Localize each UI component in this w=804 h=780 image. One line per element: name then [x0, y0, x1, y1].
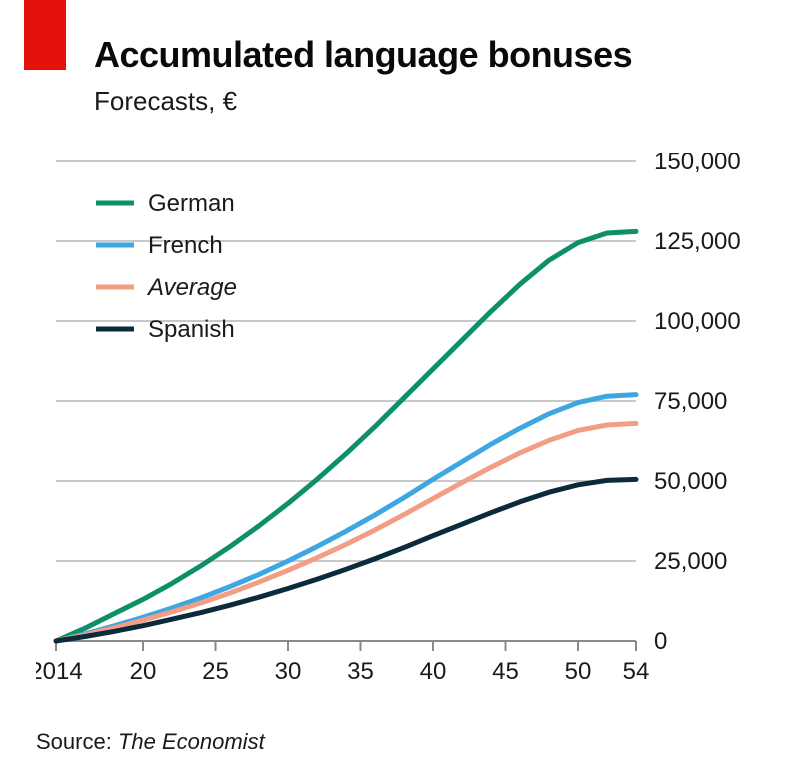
x-tick-label: 45 — [492, 658, 519, 685]
y-tick-label: 100,000 — [654, 308, 741, 335]
y-tick-label: 0 — [654, 628, 667, 655]
chart-title: Accumulated language bonuses — [94, 34, 768, 76]
economist-red-tab — [24, 0, 66, 70]
x-tick-label: 50 — [565, 658, 592, 685]
chart-area: 0 25,000 50,000 75,000 100,000 125,000 150,000… — [36, 153, 768, 713]
y-tick-label: 150,000 — [654, 153, 741, 175]
legend-label: French — [148, 232, 223, 259]
x-tick-label: 20 — [130, 658, 157, 685]
legend-item-german: German — [96, 190, 235, 217]
y-tick-label: 50,000 — [654, 468, 727, 495]
x-tick-label: 35 — [347, 658, 374, 685]
legend-item-average: Average — [96, 274, 237, 301]
y-tick-label: 125,000 — [654, 228, 741, 255]
x-tick-label: 2014 — [36, 658, 83, 685]
x-tick-label: 40 — [420, 658, 447, 685]
series-line-french — [56, 395, 636, 641]
y-tick-label: 75,000 — [654, 388, 727, 415]
legend-label: German — [148, 190, 235, 217]
legend-label: Average — [146, 274, 237, 301]
legend-label: Spanish — [148, 316, 235, 343]
chart-subtitle: Forecasts, € — [94, 86, 768, 117]
y-tick-label: 25,000 — [654, 548, 727, 575]
x-tick-label: 25 — [202, 658, 229, 685]
chart-source: Source: The Economist — [36, 729, 768, 755]
line-chart-svg: 0 25,000 50,000 75,000 100,000 125,000 150,000… — [36, 153, 768, 713]
x-tick-label: 54 — [623, 658, 650, 685]
series-line-german — [56, 231, 636, 641]
source-name: The Economist — [118, 729, 265, 754]
legend-item-french: French — [96, 232, 223, 259]
chart-container: Accumulated language bonuses Forecasts, … — [0, 0, 804, 755]
x-tick-label: 30 — [275, 658, 302, 685]
source-label: Source: — [36, 729, 112, 754]
